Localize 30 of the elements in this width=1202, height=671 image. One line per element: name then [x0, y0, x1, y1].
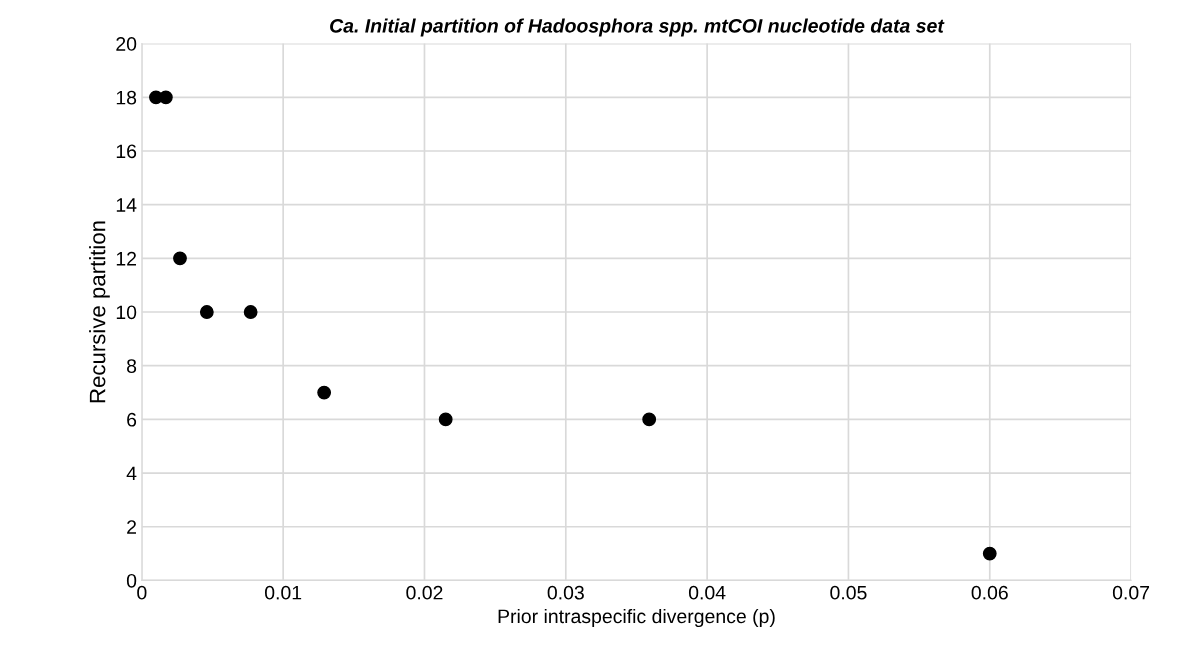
x-tick-label: 0.01 [265, 585, 302, 600]
y-axis-title: Recursive partition [89, 221, 110, 403]
point [243, 305, 258, 319]
y-tick-label: 18 [116, 90, 137, 105]
point [199, 305, 214, 319]
point [982, 546, 997, 561]
y-tick-label: 8 [127, 359, 137, 373]
y-tick-label: 2 [127, 520, 136, 534]
y-tick-label: 16 [116, 144, 137, 159]
x-tick-label: 0.02 [406, 585, 443, 600]
y-tick-label: 14 [116, 198, 137, 212]
y-tick-label: 10 [116, 305, 137, 320]
x-axis-title: Prior intraspecific divergence (p) [498, 608, 775, 628]
point [317, 385, 332, 400]
y-tick-label: 0 [126, 573, 137, 588]
x-tick-label: 0.06 [971, 585, 1008, 600]
x-tick-label: 0.07 [1112, 585, 1150, 600]
y-tick-label: 6 [127, 412, 137, 427]
x-tick-label: 0 [137, 585, 147, 600]
x-tick-label: 0.03 [547, 585, 584, 600]
point [438, 412, 453, 427]
x-tick-label: 0.05 [830, 585, 867, 600]
point [642, 412, 657, 427]
point [173, 251, 187, 266]
y-tick-label: 12 [116, 251, 136, 266]
y-tick-label: 20 [116, 37, 137, 51]
point [158, 90, 173, 105]
y-tick-label: 4 [126, 466, 137, 481]
x-tick-label: 0.04 [688, 585, 726, 600]
chart-title: Ca. Initial partition of Hadoosphora spp. mtCOI nucleotide data set [330, 18, 945, 37]
